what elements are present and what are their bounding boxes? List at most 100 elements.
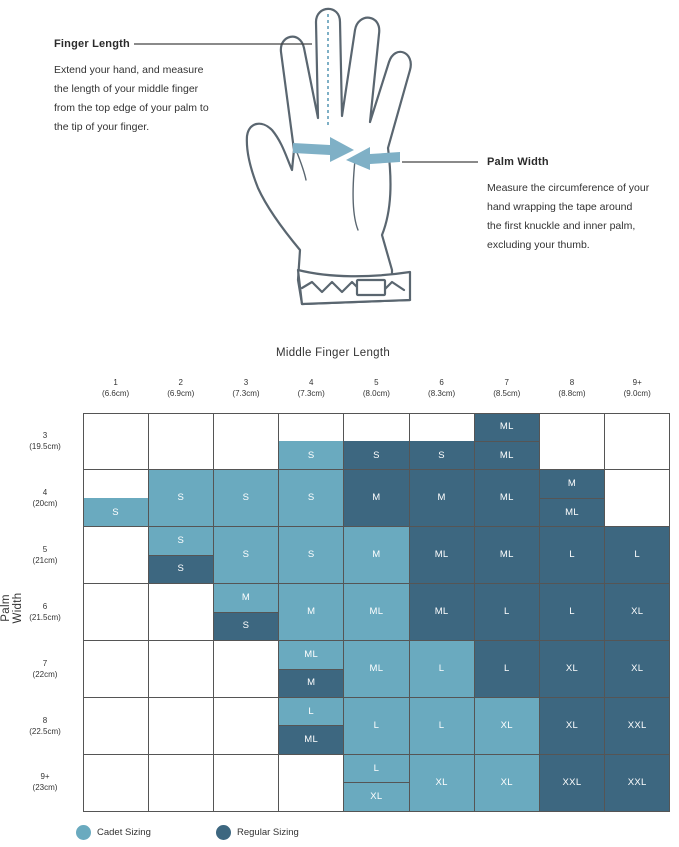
cadet-cell	[343, 754, 409, 783]
regular-cell	[343, 469, 409, 527]
cadet-cell	[343, 640, 409, 698]
cadet-cell	[474, 697, 540, 755]
size-label: M	[567, 478, 577, 490]
finger-length-line: from the top edge of your palm to	[54, 102, 209, 114]
palm-width-line: the first knuckle and inner palm,	[487, 220, 636, 232]
grid-line-vertical	[538, 413, 540, 812]
cadet-cell	[343, 697, 409, 755]
palm-width-line: excluding your thumb.	[487, 239, 590, 251]
column-label: 6 (8.3cm)	[409, 377, 474, 399]
size-label: S	[242, 492, 250, 504]
size-label: XL	[631, 606, 644, 618]
row-cm: (20cm)	[32, 498, 58, 508]
size-label: ML	[434, 606, 449, 618]
row-label: 9+ (23cm)	[16, 771, 74, 793]
cadet-cell	[213, 526, 279, 584]
column-cm: (8.5cm)	[493, 389, 521, 398]
cadet-cell	[213, 583, 279, 613]
column-cm: (6.6cm)	[102, 389, 130, 398]
regular-cell	[213, 612, 279, 641]
cadet-cell	[343, 583, 409, 641]
split-divider	[343, 782, 409, 784]
size-label: S	[307, 549, 315, 561]
cadet-cell	[343, 526, 409, 584]
row-size: 4	[42, 487, 48, 497]
column-label: 2 (6.9cm)	[148, 377, 213, 399]
row-cm: (23cm)	[32, 783, 58, 793]
grid-line-horizontal	[83, 697, 670, 698]
row-size: 3	[42, 431, 48, 440]
size-label: S	[307, 492, 315, 504]
cadet-cell	[474, 754, 540, 812]
finger-length-line: Extend your hand, and measure	[54, 64, 204, 76]
row-cm: (21cm)	[32, 555, 58, 565]
glove-illustration	[134, 7, 478, 306]
grid-line-vertical	[343, 413, 345, 812]
size-label: S	[177, 535, 185, 547]
cadet-cell	[278, 640, 344, 670]
regular-cell	[604, 583, 670, 641]
size-label: XXL	[627, 776, 647, 788]
size-label: XXL	[562, 776, 582, 788]
column-label: 1 (6.6cm)	[83, 377, 148, 399]
regular-cell	[474, 526, 540, 584]
column-size: 8	[569, 378, 575, 387]
cadet-cell	[148, 526, 214, 556]
row-cm: (21.5cm)	[29, 612, 61, 622]
regular-cell	[148, 555, 214, 584]
palm-width-line: hand wrapping the tape around	[487, 201, 633, 213]
row-size: 7	[42, 658, 48, 668]
size-label: ML	[499, 421, 514, 433]
regular-cell	[604, 754, 670, 812]
size-label: ML	[304, 648, 319, 660]
cadet-cell	[213, 469, 279, 527]
finger-length-line: the length of your middle finger	[54, 83, 199, 95]
column-cm: (8.0cm)	[362, 389, 390, 398]
column-cm: (8.3cm)	[428, 389, 456, 398]
finger-length-line: the tip of your finger.	[54, 121, 150, 133]
split-divider	[148, 554, 214, 556]
grid-line-horizontal	[83, 583, 670, 585]
size-label: XL	[435, 776, 448, 788]
grid-line-horizontal	[83, 810, 670, 812]
regular-cell	[474, 413, 540, 442]
size-label: XXL	[627, 719, 647, 731]
palm-width-line: Measure the circumference of your	[487, 182, 650, 194]
row-size: 8	[42, 715, 48, 725]
row-size: 6	[42, 601, 48, 611]
size-label: L	[503, 663, 510, 675]
row-label: 5 (21cm)	[16, 544, 74, 566]
cadet-cell	[409, 697, 475, 755]
column-label: 9+ (9.0cm)	[605, 377, 670, 399]
row-cm: (22.5cm)	[29, 726, 61, 736]
regular-legend-dot	[216, 825, 231, 840]
regular-cell	[539, 498, 605, 527]
grid-line-horizontal	[83, 469, 670, 471]
grid-line-vertical	[669, 413, 671, 812]
cadet-cell	[409, 640, 475, 698]
size-label: S	[177, 492, 185, 504]
column-size: 7	[504, 378, 509, 387]
size-label: M	[372, 549, 381, 561]
size-label: L	[308, 705, 314, 717]
size-label: ML	[499, 449, 514, 461]
column-label: 5 (8.0cm)	[344, 377, 409, 399]
column-cm: (7.3cm)	[232, 389, 260, 398]
size-label: ML	[499, 492, 514, 504]
grid-line-horizontal	[83, 412, 670, 414]
size-label: S	[307, 449, 315, 461]
regular-cell	[604, 640, 670, 698]
cadet-cell	[83, 498, 149, 527]
size-label: XL	[370, 791, 383, 803]
size-label: L	[438, 719, 445, 731]
regular-cell	[539, 697, 605, 755]
grid-line-vertical	[147, 413, 149, 812]
regular-cell	[539, 640, 605, 698]
palm-width-description: Measure the circumference of your hand w…	[487, 179, 677, 255]
cadet-cell	[148, 469, 214, 527]
column-label: 4 (7.3cm)	[279, 377, 344, 399]
column-label: 8 (8.8cm)	[539, 377, 604, 399]
column-size: 6	[439, 378, 444, 387]
size-label: XL	[631, 663, 644, 675]
size-label: XL	[565, 719, 579, 731]
